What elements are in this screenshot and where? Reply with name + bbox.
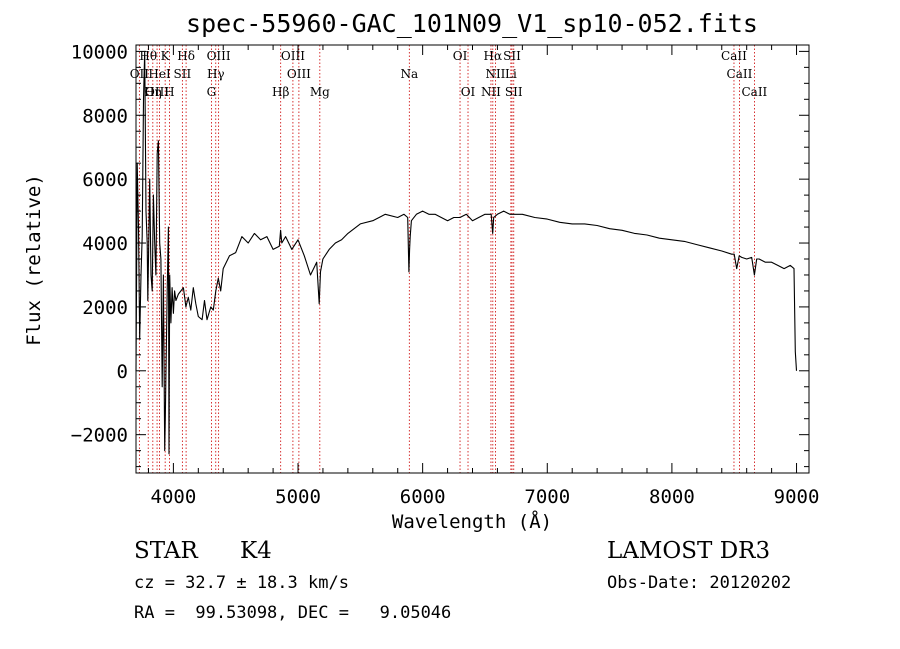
line-label: OIII <box>281 49 305 63</box>
line-label: CaII <box>727 67 753 81</box>
x-tick-label: 8000 <box>649 486 695 508</box>
x-axis-label: Wavelength (Å) <box>392 510 552 533</box>
line-label: G <box>207 85 217 99</box>
line-label: H <box>164 85 174 99</box>
spectral-line-markers <box>138 45 755 473</box>
line-label: Hβ <box>272 85 289 99</box>
line-label: NII <box>481 85 501 99</box>
line-label: CaII <box>721 49 747 63</box>
survey-name: LAMOST DR3 <box>607 538 771 564</box>
line-label: OIII <box>145 85 169 99</box>
line-label: Hη <box>144 85 162 99</box>
x-tick-label: 4000 <box>151 486 197 508</box>
line-label: OIII <box>207 49 231 63</box>
line-label: SII <box>174 67 192 81</box>
x-tick-label: 6000 <box>400 486 446 508</box>
line-label: OII <box>130 67 150 81</box>
plot-frame <box>135 44 810 474</box>
line-label: SII <box>503 49 521 63</box>
observation-date: Obs-Date: 20120202 <box>607 573 792 593</box>
x-tick-label: 9000 <box>774 486 820 508</box>
line-label: Hδ <box>177 49 195 63</box>
line-label: OI <box>461 85 476 99</box>
object-class: STAR <box>134 538 198 564</box>
series-line-0 <box>135 50 798 455</box>
x-tick-label: 7000 <box>524 486 570 508</box>
y-axis-label: Flux (relative) <box>23 174 45 346</box>
line-label: Hθ <box>139 49 157 63</box>
axis-ticks: 4000 5000 6000 7000 8000 9000 −2000 0 2000 4000 60… <box>71 41 820 508</box>
x-tick-label: 5000 <box>275 486 321 508</box>
line-label: OI <box>453 49 468 63</box>
line-label: Na <box>400 67 418 81</box>
line-label: Hα <box>484 49 503 63</box>
line-label: SII <box>505 85 523 99</box>
line-label: Li <box>505 67 517 81</box>
line-label: HeI <box>148 67 171 81</box>
spectrum-series <box>135 50 798 455</box>
line-label: K <box>161 49 171 63</box>
y-tick-label: 10000 <box>71 41 128 63</box>
line-label: OIII <box>287 67 311 81</box>
coordinates: RA = 99.53098, DEC = 9.05046 <box>134 603 452 623</box>
line-label: Hγ <box>207 67 225 81</box>
y-tick-label: 2000 <box>82 297 128 319</box>
line-label: CaII <box>741 85 767 99</box>
object-subclass: K4 <box>240 538 272 564</box>
y-tick-label: −2000 <box>71 425 128 447</box>
chart-title: spec-55960-GAC_101N09_V1_sp10-052.fits <box>186 9 758 38</box>
y-tick-label: 8000 <box>82 105 128 127</box>
line-label: NII <box>485 67 505 81</box>
line-label: Mg <box>310 85 330 99</box>
y-tick-label: 6000 <box>82 169 128 191</box>
redshift-velocity: cz = 32.7 ± 18.3 km/s <box>134 573 349 593</box>
y-tick-label: 4000 <box>82 233 128 255</box>
y-tick-label: 0 <box>117 361 128 383</box>
